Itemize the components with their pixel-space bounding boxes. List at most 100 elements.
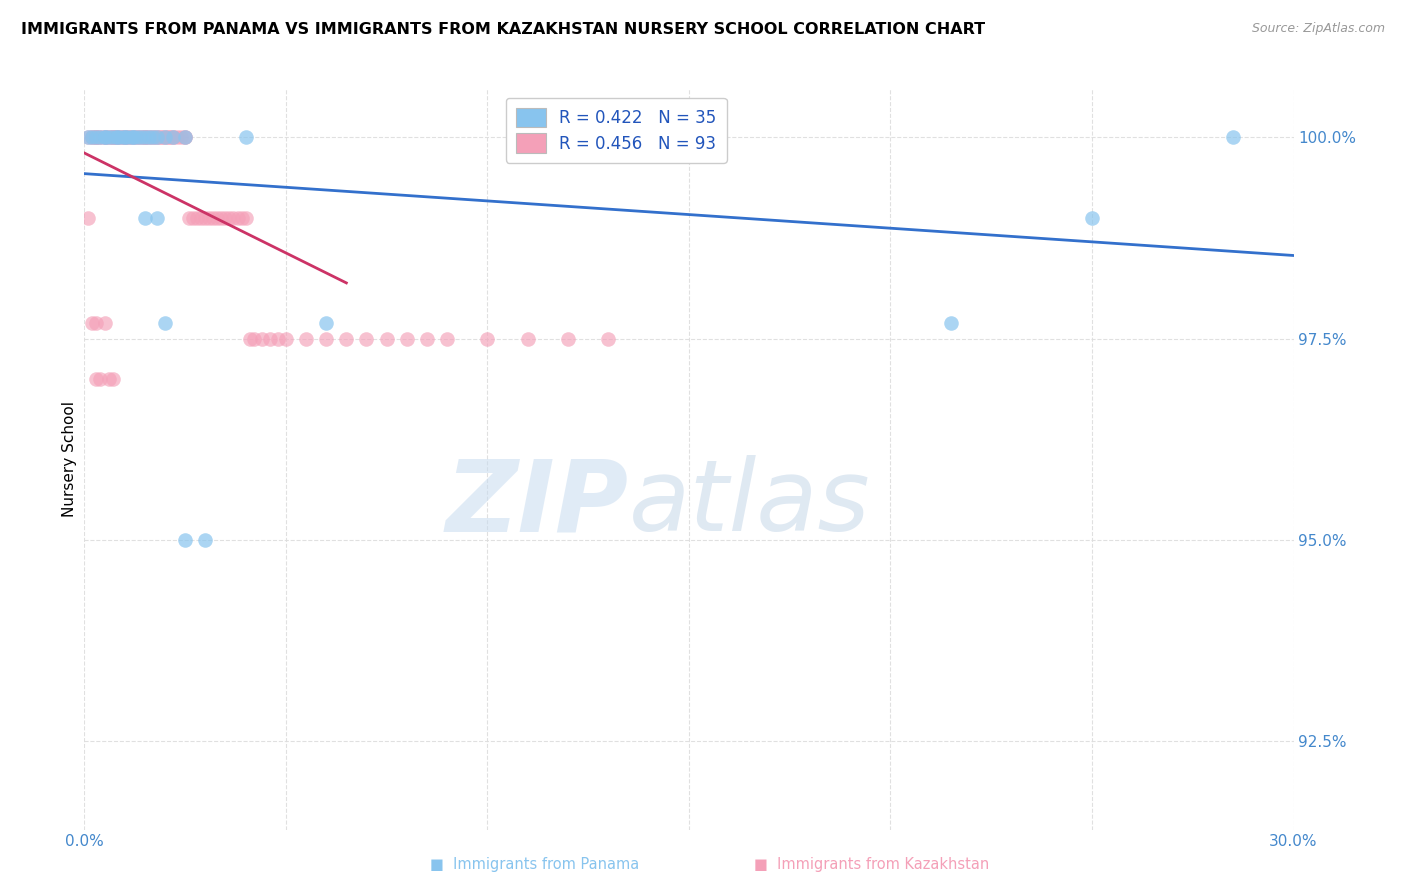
Point <box>118 130 141 145</box>
Point <box>153 130 176 145</box>
Point <box>138 130 160 145</box>
Point <box>134 130 156 145</box>
Text: IMMIGRANTS FROM PANAMA VS IMMIGRANTS FROM KAZAKHSTAN NURSERY SCHOOL CORRELATION : IMMIGRANTS FROM PANAMA VS IMMIGRANTS FRO… <box>21 22 986 37</box>
Point <box>86 316 108 330</box>
Text: ■  Immigrants from Panama: ■ Immigrants from Panama <box>430 857 638 872</box>
Point <box>93 130 115 145</box>
Point <box>198 211 221 225</box>
Point <box>89 130 111 145</box>
Point <box>174 130 197 145</box>
Point <box>149 130 172 145</box>
Point <box>125 130 148 145</box>
Point <box>166 130 188 145</box>
Point <box>121 130 143 145</box>
Point <box>190 211 212 225</box>
Point <box>138 130 160 145</box>
Point <box>82 130 104 145</box>
Point <box>97 372 120 386</box>
Point <box>146 130 169 145</box>
Point <box>174 130 197 145</box>
Point <box>235 130 257 145</box>
Point <box>105 130 128 145</box>
Point <box>181 211 204 225</box>
Point <box>93 130 115 145</box>
Point <box>477 332 499 346</box>
Point <box>89 372 111 386</box>
Point <box>121 130 143 145</box>
Point <box>194 533 217 547</box>
Point <box>194 211 217 225</box>
Point <box>118 130 141 145</box>
Point <box>214 211 236 225</box>
Point <box>86 372 108 386</box>
Y-axis label: Nursery School: Nursery School <box>62 401 77 517</box>
Point <box>231 211 253 225</box>
Point <box>77 130 100 145</box>
Point <box>138 130 160 145</box>
Point <box>110 130 132 145</box>
Point <box>82 316 104 330</box>
Point <box>157 130 180 145</box>
Point <box>315 332 337 346</box>
Point <box>315 316 337 330</box>
Point <box>395 332 418 346</box>
Point <box>89 130 111 145</box>
Point <box>114 130 136 145</box>
Point <box>134 130 156 145</box>
Point <box>162 130 184 145</box>
Point <box>939 316 962 330</box>
Point <box>146 211 169 225</box>
Point <box>226 211 249 225</box>
Point <box>134 130 156 145</box>
Point <box>101 372 124 386</box>
Point <box>153 130 176 145</box>
Point <box>335 332 357 346</box>
Point <box>82 130 104 145</box>
Point <box>129 130 152 145</box>
Point <box>86 130 108 145</box>
Legend: R = 0.422   N = 35, R = 0.456   N = 93: R = 0.422 N = 35, R = 0.456 N = 93 <box>506 97 727 162</box>
Point <box>86 130 108 145</box>
Point <box>1081 211 1104 225</box>
Point <box>1222 130 1244 145</box>
Point <box>142 130 165 145</box>
Text: Source: ZipAtlas.com: Source: ZipAtlas.com <box>1251 22 1385 36</box>
Point <box>186 211 208 225</box>
Point <box>125 130 148 145</box>
Point <box>114 130 136 145</box>
Text: ZIP: ZIP <box>446 455 628 552</box>
Point <box>259 332 281 346</box>
Point <box>356 332 378 346</box>
Point <box>250 332 273 346</box>
Point <box>170 130 193 145</box>
Point <box>153 130 176 145</box>
Point <box>516 332 538 346</box>
Point <box>114 130 136 145</box>
Point <box>101 130 124 145</box>
Point <box>174 533 197 547</box>
Point <box>93 130 115 145</box>
Point <box>118 130 141 145</box>
Point <box>146 130 169 145</box>
Point <box>105 130 128 145</box>
Point <box>207 211 229 225</box>
Point <box>218 211 240 225</box>
Point <box>242 332 264 346</box>
Point <box>153 316 176 330</box>
Point <box>134 211 156 225</box>
Point <box>110 130 132 145</box>
Point <box>82 130 104 145</box>
Point <box>239 332 262 346</box>
Point <box>436 332 458 346</box>
Text: atlas: atlas <box>628 455 870 552</box>
Point <box>77 130 100 145</box>
Point <box>97 130 120 145</box>
Point <box>134 130 156 145</box>
Point <box>222 211 245 225</box>
Point <box>157 130 180 145</box>
Point <box>142 130 165 145</box>
Point <box>101 130 124 145</box>
Point <box>89 130 111 145</box>
Point <box>557 332 579 346</box>
Point <box>267 332 290 346</box>
